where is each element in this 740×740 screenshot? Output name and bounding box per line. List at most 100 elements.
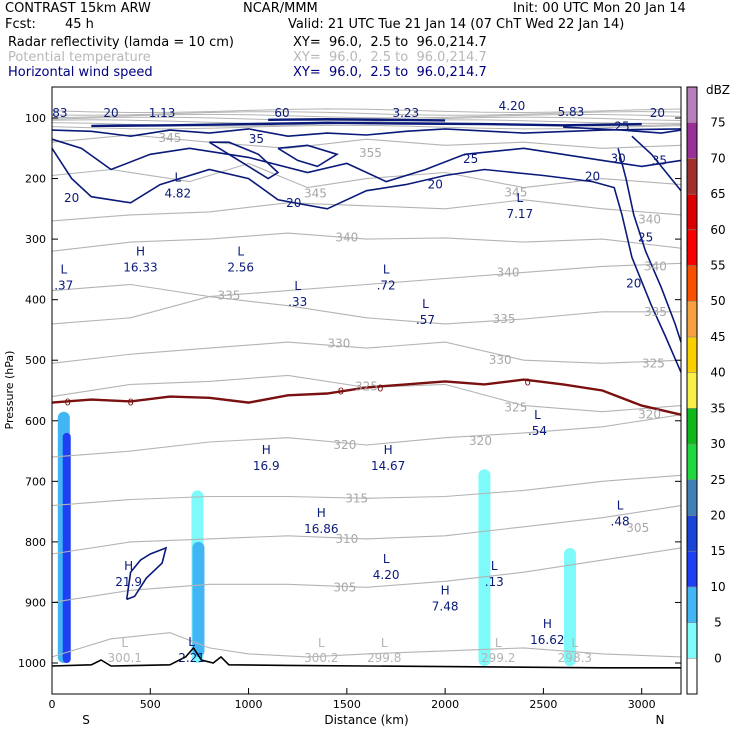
wind-contour (208, 141, 280, 180)
theta-label: 330 (489, 353, 512, 367)
theta-contour (51, 547, 682, 603)
extremum-value: 14.67 (371, 459, 405, 473)
surface-low-value: 299.2 (481, 651, 515, 665)
x-tick-label: 0 (49, 698, 56, 711)
organization-label: NCAR/MMM (243, 1, 318, 16)
extremum-value: 2.21 (178, 651, 205, 665)
reflectivity-layer (57, 411, 576, 667)
surface-low-symbol: L (318, 636, 325, 650)
extremum-value: 4.82 (164, 186, 191, 200)
freezing-level: 0 0 0 0 0 (51, 377, 682, 416)
extremum-value: 4.20 (373, 568, 400, 582)
theta-label: 325 (355, 379, 378, 393)
reflectivity-cell (192, 541, 205, 657)
theta-label: 310 (335, 532, 358, 546)
theta-label: 340 (497, 265, 520, 279)
theta-label: 340 (638, 213, 661, 227)
y-tick-label: 900 (25, 596, 46, 609)
x-tick-label: 1000 (235, 698, 263, 711)
axes: 0 500 1000 1500 2000 2500 30001002003004005006… (3, 112, 681, 727)
theta-contour (51, 474, 682, 507)
extremum-value: .48 (611, 515, 630, 529)
extremum-symbol: H (124, 559, 133, 573)
extremum-value: .57 (416, 313, 435, 327)
extremum-symbol: L (294, 279, 301, 293)
terrain-line (51, 646, 681, 669)
colorbar-level-label: 55 (710, 259, 725, 273)
extremum-symbol: L (491, 559, 498, 573)
theta-label: 320 (333, 438, 356, 452)
theta-contours (51, 108, 682, 658)
colorbar-segment (686, 372, 698, 409)
colorbar-level-label: 15 (710, 544, 725, 558)
theta-label: 325 (504, 400, 527, 414)
extremum-value: 21.9 (115, 575, 142, 589)
extremum-value: 16.62 (530, 633, 564, 647)
theta-contour (51, 113, 682, 119)
reflectivity-cell (563, 547, 576, 667)
freezing-level-label: 0 (524, 377, 530, 388)
theta-label: 345 (158, 131, 181, 145)
extremum-value: 16.86 (304, 522, 338, 536)
theta-label: 340 (335, 230, 358, 244)
extremum-value: 2.56 (227, 260, 254, 274)
colorbar-level-label: 75 (710, 116, 725, 130)
colorbar-level-label: 50 (710, 294, 725, 308)
theta-contour (51, 262, 682, 298)
theta-label: 345 (304, 187, 327, 201)
wind-label: 20 (286, 196, 301, 210)
surface-low-symbol: L (572, 636, 579, 650)
y-tick-label: 500 (25, 354, 46, 367)
field-label-reflectivity: Radar reflectivity (lamda = 10 cm) (8, 35, 234, 50)
extremum-symbol: L (534, 408, 541, 422)
wind-contour (51, 128, 682, 138)
theta-label: 335 (217, 288, 240, 302)
colorbar-segment (686, 479, 698, 516)
theta-label: 305 (333, 580, 356, 594)
theta-label: 305 (626, 521, 649, 535)
forecast-hour: 45 h (65, 17, 94, 32)
y-tick-label: 200 (25, 173, 46, 186)
wind-label: 4.20 (499, 99, 526, 113)
wind-contour (277, 144, 339, 168)
extremum-symbol: L (383, 552, 390, 566)
field-label-theta: Potential temperature (8, 50, 151, 65)
theta-contour (51, 232, 682, 252)
theta-label: 340 (644, 259, 667, 273)
extremum-symbol: H (317, 506, 326, 520)
freezing-level-label: 0 (65, 397, 71, 408)
valid-time: Valid: 21 UTC Tue 21 Jan 14 (07 ChT Wed … (288, 17, 625, 32)
colorbar-segment (686, 658, 698, 695)
wind-label: 20 (585, 170, 600, 184)
theta-contour (51, 108, 682, 114)
y-tick-label: 800 (25, 536, 46, 549)
colorbar-level-label: 20 (710, 508, 725, 522)
x-tick-label: 500 (140, 698, 161, 711)
theta-label: 345 (504, 185, 527, 199)
y-tick-label: 600 (25, 415, 46, 428)
wind-contour (125, 546, 168, 601)
colorbar-segment (686, 122, 698, 159)
colorbar-title: dBZ (706, 83, 730, 97)
contour-labels: 345 355 345 345 340 340 335 335 330 330 325 325 320 3… (52, 99, 667, 665)
theta-label: 320 (638, 408, 661, 422)
wind-contours (51, 117, 682, 601)
x-tick-label: 1500 (333, 698, 361, 711)
wind-contour (51, 138, 682, 183)
reflectivity-cell (478, 469, 491, 667)
theta-contour (51, 119, 682, 124)
colorbar-level-label: 0 (714, 651, 722, 665)
theta-label: 325 (642, 356, 665, 370)
extremum-symbol: L (188, 635, 195, 649)
surface-low-value: 300.2 (304, 651, 338, 665)
colorbar-segment (686, 586, 698, 623)
terrain-line (51, 646, 681, 669)
theta-contour (51, 199, 682, 222)
extremum-symbol: L (617, 499, 624, 513)
y-tick-label: 100 (25, 112, 46, 125)
extremum-symbol: L (174, 170, 181, 184)
wind-contour (617, 148, 682, 343)
extremum-value: 16.33 (123, 260, 157, 274)
field-xy-reflectivity: XY= 96.0, 2.5 to 96.0,214.7 (293, 35, 487, 50)
